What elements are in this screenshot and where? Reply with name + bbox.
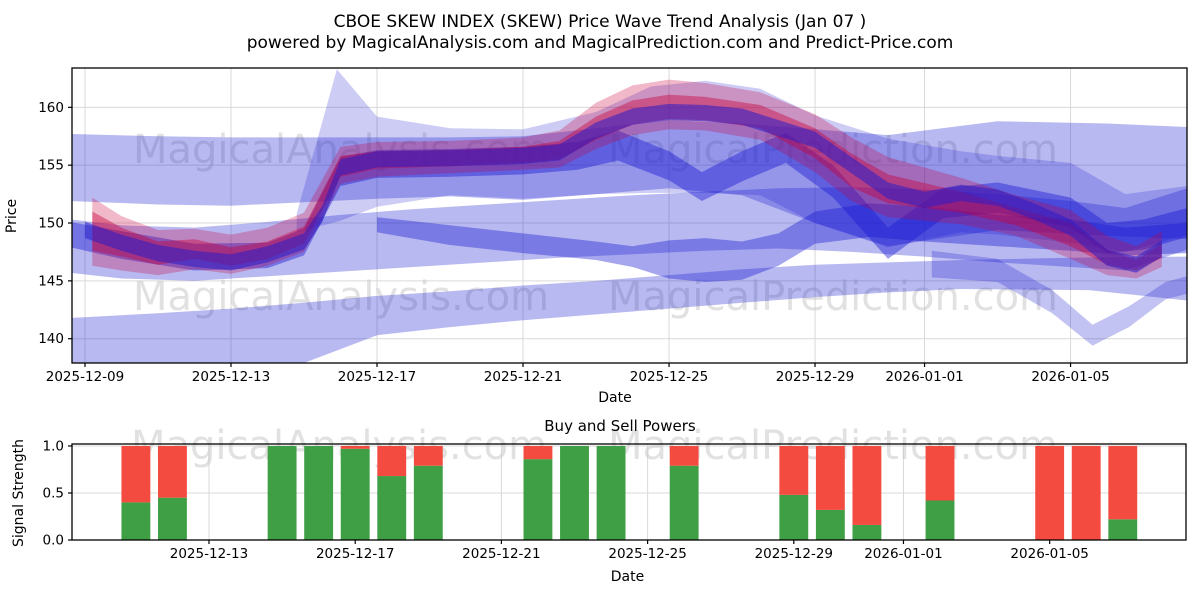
- buy-bar: [377, 476, 407, 540]
- sell-bar: [779, 445, 809, 495]
- buy-bar: [852, 524, 882, 540]
- y-tick-label: 140: [38, 331, 64, 347]
- sell-bar: [669, 445, 699, 466]
- buy-bar: [267, 445, 297, 540]
- x-tick-label: 2025-12-13: [192, 369, 270, 385]
- y-tick-label: 150: [38, 216, 64, 232]
- x-tick-label: 2026-01-05: [1010, 546, 1088, 562]
- buy-bar: [413, 465, 443, 540]
- x-tick-label: 2025-12-17: [316, 546, 394, 562]
- date-axis-label-top: Date: [598, 390, 632, 406]
- sell-bar: [158, 445, 187, 498]
- buy-bar: [340, 448, 370, 540]
- sell-bar: [377, 445, 407, 477]
- watermark-text: MagicalPrediction.com: [608, 274, 1058, 320]
- buy-bar: [1108, 519, 1138, 540]
- chart-subtitle: powered by MagicalAnalysis.com and Magic…: [246, 33, 954, 53]
- band-dip-right: [931, 250, 1187, 346]
- sell-bar: [1035, 445, 1065, 540]
- sell-bar: [815, 445, 845, 510]
- x-tick-label: 2025-12-21: [484, 369, 562, 385]
- y-tick-label: 0.0: [43, 533, 64, 549]
- x-tick-label: 2025-12-29: [776, 369, 854, 385]
- buy-bar: [779, 494, 809, 540]
- x-tick-label: 2025-12-29: [755, 546, 833, 562]
- buy-bar: [815, 509, 845, 540]
- y-tick-label: 145: [38, 273, 64, 289]
- sell-bar: [1071, 445, 1101, 540]
- buy-bar: [158, 497, 187, 540]
- sell-bar: [413, 445, 443, 466]
- signal-axis-label: Signal Strength: [11, 439, 27, 548]
- price-bands-group: [72, 69, 1187, 363]
- sell-bar: [523, 445, 553, 460]
- band-trend-core: [85, 103, 1162, 273]
- band-fan-peak: [296, 69, 1187, 252]
- x-tick-label: 2026-01-01: [885, 369, 963, 385]
- watermark-text: MagicalAnalysis.com: [131, 423, 547, 469]
- band-channel-low: [72, 256, 1187, 363]
- watermark-text: MagicalAnalysis.com: [133, 274, 549, 320]
- buy-bar: [523, 459, 553, 540]
- band-medium-low: [377, 203, 1187, 282]
- buy-bar: [596, 445, 626, 540]
- signal-bars-group: [121, 445, 1138, 540]
- sell-bar: [1108, 445, 1138, 520]
- x-tick-label: 2025-12-25: [608, 546, 686, 562]
- buy-bar: [304, 445, 334, 540]
- x-tick-label: 2025-12-09: [46, 369, 124, 385]
- plot-border: [71, 67, 1188, 364]
- sell-bar: [340, 445, 370, 449]
- y-tick-label: 0.5: [43, 485, 64, 501]
- x-tick-label: 2025-12-17: [338, 369, 416, 385]
- band-channel-mid: [72, 187, 1187, 281]
- chart-title: CBOE SKEW INDEX (SKEW) Price Wave Trend …: [333, 12, 867, 32]
- sell-bar: [925, 445, 955, 501]
- x-tick-label: 2025-12-25: [630, 369, 708, 385]
- x-tick-label: 2026-01-01: [864, 546, 942, 562]
- x-tick-label: 2025-12-13: [170, 546, 248, 562]
- price-axis-label: Price: [4, 198, 20, 234]
- x-tick-label: 2025-12-21: [462, 546, 540, 562]
- buy-bar: [925, 500, 955, 540]
- date-axis-label-bottom: Date: [610, 569, 645, 585]
- y-tick-label: 155: [38, 158, 64, 174]
- buy-bar: [669, 465, 699, 540]
- plot-border: [71, 443, 1187, 541]
- sell-bar: [852, 445, 882, 525]
- sell-bar: [121, 445, 151, 503]
- signal-chart-title: Buy and Sell Powers: [544, 417, 696, 435]
- y-tick-label: 1.0: [43, 438, 64, 454]
- buy-bar: [560, 445, 589, 540]
- y-tick-label: 160: [38, 100, 64, 116]
- band-channel-top: [72, 120, 1187, 247]
- buy-bar: [121, 502, 151, 540]
- x-tick-label: 2026-01-05: [1031, 369, 1109, 385]
